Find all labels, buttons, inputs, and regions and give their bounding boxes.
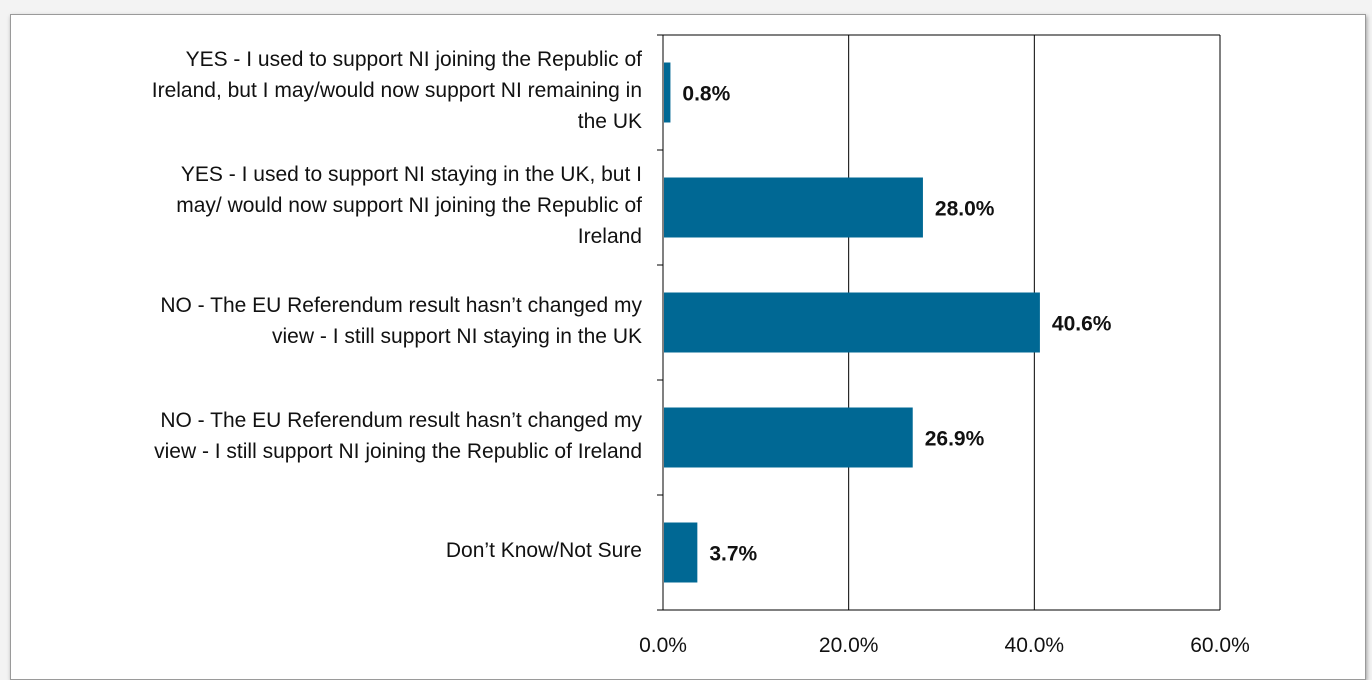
data-label: 26.9% [925,428,985,451]
bar [664,292,1040,353]
category-label-line: Ireland, but I may/would now support NI … [151,79,642,102]
category-label: NO - The EU Referendum result hasn’t cha… [2,405,642,467]
data-label: 28.0% [935,198,995,221]
category-label-line: NO - The EU Referendum result hasn’t cha… [160,408,642,432]
category-label: YES - I used to support NI joining the R… [2,44,642,137]
x-tick-label: 20.0% [819,634,879,657]
bar [664,407,913,468]
category-label-line: view - I still support NI joining the Re… [154,439,642,463]
bar [664,177,923,238]
category-label-line: NO - The EU Referendum result hasn’t cha… [160,293,642,317]
category-label: YES - I used to support NI staying in th… [2,159,642,252]
data-label: 3.7% [709,543,757,566]
x-tick-label: 40.0% [1005,634,1065,657]
data-label: 40.6% [1052,313,1112,336]
category-label: Don’t Know/Not Sure [2,535,642,566]
category-label-line: Don’t Know/Not Sure [445,539,642,562]
category-label-line: the UK [577,110,642,133]
x-tick-label: 60.0% [1190,634,1250,657]
category-label-line: Ireland [577,225,642,248]
category-label-line: YES - I used to support NI staying in th… [180,163,642,186]
category-label-line: YES - I used to support NI joining the R… [185,48,642,71]
x-tick-label: 0.0% [639,634,687,657]
bar [664,62,671,123]
category-label-line: view - I still support NI staying in the… [272,324,642,348]
data-label: 0.8% [682,83,730,106]
bar [664,522,698,583]
category-label: NO - The EU Referendum result hasn’t cha… [2,290,642,352]
category-label-line: may/ would now support NI joining the Re… [176,194,642,217]
